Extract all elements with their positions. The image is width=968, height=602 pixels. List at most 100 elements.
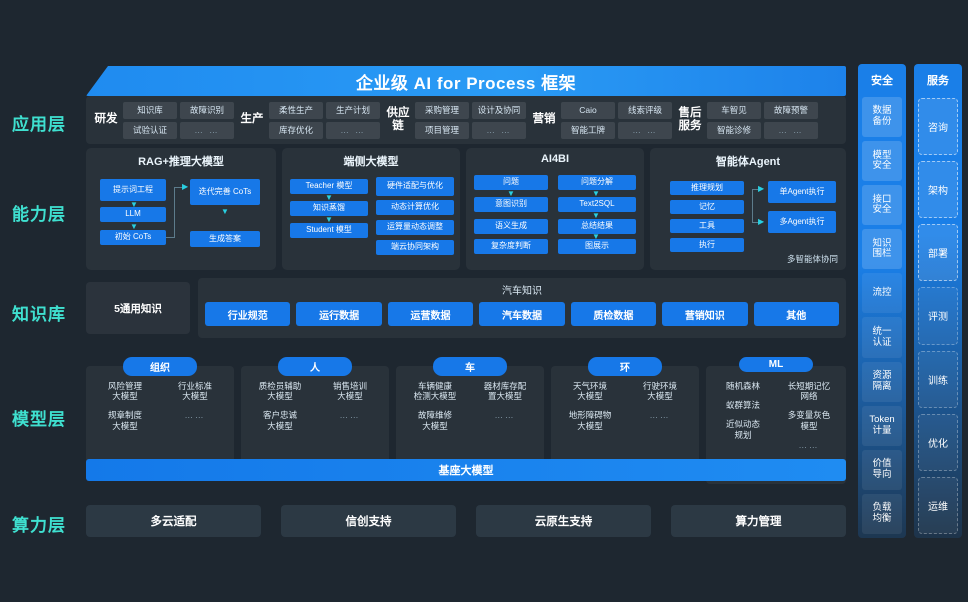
security-item[interactable]: 知识 围栏 (862, 229, 902, 270)
knowledge-chip[interactable]: 营销知识 (662, 302, 748, 326)
application-tile[interactable]: … … (180, 121, 234, 139)
application-tile[interactable]: 故障预警 (764, 101, 818, 119)
compute-box[interactable]: 多云适配 (86, 505, 261, 537)
application-tile-col: Caio 智能工牌 (561, 101, 615, 139)
compute-box[interactable]: 算力管理 (671, 505, 846, 537)
ability-node[interactable]: 端云协同架构 (376, 240, 454, 255)
security-item[interactable]: Token 计量 (862, 405, 902, 446)
application-tile-group: Caio 智能工牌 线索评级 … … (561, 101, 672, 139)
application-tile[interactable]: … … (764, 121, 818, 139)
ability-node[interactable]: 问题 (474, 175, 548, 190)
ability-node[interactable]: 知识蒸馏 (290, 201, 368, 216)
compute-box[interactable]: 信创支持 (281, 505, 456, 537)
application-tile-group: 采购管理项目管理 设计及协同 … … (415, 101, 526, 139)
ability-node[interactable]: 意图识别 (474, 197, 548, 212)
knowledge-chip[interactable]: 汽车数据 (479, 302, 565, 326)
application-tile[interactable]: 采购管理 (415, 101, 469, 119)
general-knowledge-box[interactable]: 5通用知识 (86, 282, 190, 334)
ability-node[interactable]: 多Agent执行 (768, 211, 836, 233)
ability-card-footer: 多智能体协同 (786, 254, 838, 264)
model-item: 蚁群算法 (725, 400, 760, 411)
application-tile[interactable]: … … (326, 121, 380, 139)
knowledge-chip[interactable]: 其他 (753, 302, 839, 326)
arrow-down-icon: ▼ (592, 211, 600, 220)
knowledge-chip[interactable]: 运营数据 (387, 302, 474, 326)
ability-node[interactable]: 图展示 (558, 239, 636, 254)
knowledge-chip[interactable]: 行业规范 (205, 302, 291, 326)
model-card-3: 环天气环境 大模型 地形障碍物 大模型 行驶环境 大模型…… (551, 357, 699, 466)
ability-node[interactable]: 总结结果 (558, 219, 636, 234)
application-group-name: 研发 (94, 113, 118, 126)
service-item[interactable]: 运维 (918, 476, 958, 534)
application-tile[interactable]: 车智见 (707, 101, 761, 119)
model-card-col: 销售培训 大模型 …… (315, 381, 385, 466)
security-item[interactable]: 负载 均衡 (862, 493, 902, 534)
ability-node[interactable]: 单Agent执行 (768, 181, 836, 203)
application-tile[interactable]: 智能工牌 (561, 121, 615, 139)
application-tile[interactable]: 库存优化 (269, 121, 323, 139)
service-item[interactable]: 评测 (918, 287, 958, 345)
ability-node[interactable]: 工具 (670, 219, 744, 233)
model-card-pill[interactable]: ML (739, 357, 813, 372)
knowledge-chip[interactable]: 质检数据 (570, 302, 657, 326)
security-item[interactable]: 接口 安全 (862, 185, 902, 226)
ability-card-title: AI4BI (540, 153, 570, 165)
ability-node[interactable]: 动态计算优化 (376, 200, 454, 215)
ability-node[interactable]: 提示词工程 (100, 179, 166, 201)
ability-node[interactable]: 运算量动态调整 (376, 220, 454, 235)
ability-node[interactable]: 硬件适配与优化 (376, 177, 454, 196)
ability-node[interactable]: 执行 (670, 238, 744, 252)
model-card-pill[interactable]: 组织 (123, 357, 197, 376)
compute-box[interactable]: 云原生支持 (476, 505, 651, 537)
security-item[interactable]: 数据 备份 (862, 97, 902, 138)
application-tile[interactable]: 项目管理 (415, 121, 469, 139)
ability-node[interactable]: Teacher 模型 (290, 179, 368, 194)
application-tile[interactable]: 知识库 (123, 101, 177, 119)
ability-card-body: 问题 意图识别 语义生成 复杂度判断 问题分解 Text2SQL 总结结果 图展示 ▼ ▼ ▼ ▼ (466, 171, 644, 263)
model-card-pill[interactable]: 环 (588, 357, 662, 376)
compute-layer-row: 多云适配 信创支持 云原生支持 算力管理 (86, 505, 846, 537)
ability-node[interactable]: 迭代完善 CoTs (190, 179, 260, 205)
ability-node[interactable]: 生成答案 (190, 231, 260, 247)
ability-node[interactable]: LLM (100, 207, 166, 222)
ability-node[interactable]: 初始 CoTs (100, 230, 166, 245)
service-item[interactable]: 部署 (918, 224, 958, 282)
arrow-right-icon: ▶ (758, 217, 765, 226)
application-tile[interactable]: 线索评级 (618, 101, 672, 119)
security-item[interactable]: 统一 认证 (862, 317, 902, 358)
base-model-bar: 基座大模型 (86, 459, 846, 481)
model-item: 客户忠诚 大模型 (262, 410, 297, 431)
ability-node[interactable]: 推理规划 (670, 181, 744, 195)
model-item: 近似动态 规划 (725, 419, 760, 440)
security-item[interactable]: 流控 (862, 273, 902, 314)
banner-background (86, 66, 846, 96)
model-card-pill[interactable]: 人 (278, 357, 352, 376)
security-item[interactable]: 价值 导向 (862, 449, 902, 490)
application-tile[interactable]: Caio (561, 101, 615, 119)
service-item[interactable]: 训练 (918, 350, 958, 408)
application-tile[interactable]: 故障识别 (180, 101, 234, 119)
model-card-pill[interactable]: 车 (433, 357, 507, 376)
application-tile[interactable]: 生产计划 (326, 101, 380, 119)
ability-node[interactable]: Student 模型 (290, 223, 368, 238)
ability-node[interactable]: 记忆 (670, 200, 744, 214)
application-tile[interactable]: … … (472, 121, 526, 139)
application-tile[interactable]: 设计及协同 (472, 101, 526, 119)
service-item[interactable]: 架构 (918, 161, 958, 219)
ability-node[interactable]: 语义生成 (474, 219, 548, 234)
service-item[interactable]: 优化 (918, 413, 958, 471)
security-item[interactable]: 模型 安全 (862, 141, 902, 182)
ability-node[interactable]: Text2SQL (558, 197, 636, 212)
knowledge-chip[interactable]: 运行数据 (296, 302, 382, 326)
ability-node[interactable]: 问题分解 (558, 175, 636, 190)
framework-banner: 企业级 AI for Process 框架 (86, 66, 846, 96)
service-item[interactable]: 咨询 (918, 98, 958, 156)
application-tile[interactable]: … … (618, 121, 672, 139)
knowledge-layer-row: 5通用知识 汽车知识 行业规范 运行数据 运营数据 汽车数据 质检数据 营销知识 其他 (86, 278, 846, 338)
application-tile[interactable]: 试验认证 (123, 121, 177, 139)
ability-node[interactable]: 复杂度判断 (474, 239, 548, 254)
application-tile[interactable]: 智能诊修 (707, 121, 761, 139)
banner-title: 企业级 AI for Process 框架 (355, 73, 577, 93)
security-item[interactable]: 资源 隔离 (862, 361, 902, 402)
application-tile[interactable]: 柔性生产 (269, 101, 323, 119)
